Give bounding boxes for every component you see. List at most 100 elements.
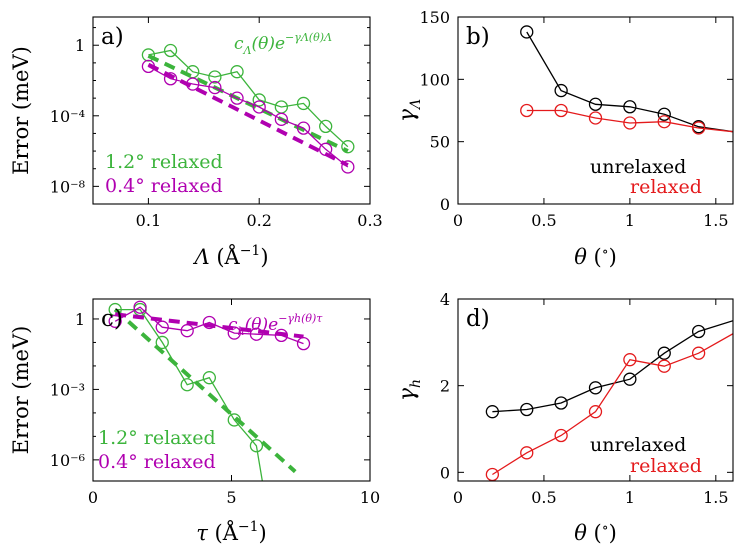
data-point: [249, 327, 264, 341]
data-point: [133, 300, 147, 314]
series-line: [492, 320, 733, 413]
data-point: [319, 119, 333, 134]
data-point: [588, 405, 603, 419]
series-line: [526, 31, 733, 133]
x-tick-label: 0: [453, 488, 463, 507]
fit-formula: ch(θ)e−γh(θ)τ: [228, 312, 323, 338]
data-point: [296, 96, 311, 111]
data-point: [252, 100, 266, 114]
x-tick-label: 0.1: [136, 211, 161, 230]
axes-frame: [92, 298, 371, 482]
fit-line: [147, 54, 349, 153]
x-tick-label: 0.3: [357, 211, 382, 230]
legend-entry-unrelaxed: unrelaxed: [590, 434, 686, 456]
series-1-2-relaxed: [141, 43, 355, 154]
data-point: [296, 121, 311, 135]
data-point: [227, 326, 241, 340]
y-tick-label: 10⁻³: [50, 380, 85, 399]
fit-line: [113, 308, 297, 474]
x-tick-label: 0.5: [531, 211, 556, 230]
y-tick-label: 1: [75, 36, 85, 55]
legend-entry-magenta: 0.4° relaxed: [105, 175, 223, 197]
data-point: [249, 439, 264, 453]
data-point: [180, 324, 194, 338]
x-axis-label: τ (Å−1): [196, 519, 267, 545]
x-axis-label: θ (∘): [574, 244, 617, 269]
data-point: [554, 103, 568, 118]
y-tick-label: 100: [419, 70, 450, 89]
x-tick-label: 5: [226, 488, 236, 507]
y-tick-label: 150: [419, 8, 450, 27]
data-point: [186, 77, 200, 91]
series-unrelaxed: [520, 25, 733, 134]
data-point: [180, 378, 194, 392]
data-point: [155, 320, 169, 334]
data-point: [691, 324, 706, 339]
series-0-4-relaxed: [141, 59, 355, 174]
data-point: [319, 142, 333, 156]
legend-entry-green: 1.2° relaxed: [98, 427, 216, 449]
data-point: [657, 346, 671, 360]
x-tick-label: 10: [360, 488, 380, 507]
fit-line: [114, 312, 304, 339]
axes-frame: [457, 298, 734, 482]
x-tick-label: 1: [625, 211, 635, 230]
data-point: [623, 372, 637, 386]
legend-entry-green: 1.2° relaxed: [105, 151, 223, 173]
y-axis-label: γΛ: [395, 99, 424, 122]
series-relaxed: [485, 333, 733, 481]
data-point: [520, 103, 534, 118]
y-tick-label: 10⁻⁴: [50, 107, 85, 126]
x-tick-label: 0.2: [246, 211, 271, 230]
data-point: [657, 115, 671, 129]
panel-label: c): [101, 306, 123, 332]
series-line: [114, 306, 304, 345]
panel-a: 0.1 0.2 0.3 1 10⁻⁴ 10⁻⁸ a) Λ (Å−1) Error (meV) cΛ…: [9, 16, 383, 269]
data-point: [274, 112, 289, 126]
y-tick-label: 10⁻⁸: [50, 177, 85, 196]
x-tick-label: 0: [88, 488, 98, 507]
data-point: [155, 335, 169, 350]
data-point: [202, 315, 216, 330]
y-tick-label: 4: [440, 290, 450, 309]
panel-b: 0 0.5 1 1.5 0 50 100 150 b) θ (∘) γΛ unrelaxedrelax…: [395, 8, 734, 269]
series-1-2-relaxed: [108, 302, 297, 501]
fit-line: [147, 62, 349, 167]
x-tick-label: 0: [453, 211, 463, 230]
y-axis-label: Error (meV): [9, 326, 33, 455]
y-tick-label: 0: [440, 463, 450, 482]
data-point: [691, 346, 706, 360]
data-point: [554, 428, 568, 443]
panel-label: b): [466, 24, 490, 50]
data-point: [163, 43, 178, 58]
series-relaxed: [520, 103, 733, 135]
data-point: [588, 97, 603, 111]
data-point: [554, 83, 568, 98]
data-point: [623, 116, 637, 130]
series-line: [148, 49, 349, 148]
data-point: [259, 489, 271, 501]
data-point: [252, 93, 266, 107]
legend-entry-unrelaxed: unrelaxed: [590, 156, 686, 178]
panel-c: 0 5 10 1 10⁻³ 10⁻⁶ c) τ (Å−1) Error (meV) ch(θ)e−…: [9, 298, 380, 545]
x-tick-label: 1.5: [703, 488, 728, 507]
y-tick-label: 10⁻⁶: [50, 451, 85, 470]
data-point: [657, 359, 671, 373]
data-point: [230, 65, 244, 79]
data-point: [588, 111, 603, 125]
y-tick-label: 2: [440, 377, 450, 396]
data-point: [657, 107, 671, 121]
y-axis-label: Error (meV): [9, 46, 33, 175]
y-axis-label: γh: [395, 379, 424, 401]
x-tick-label: 0.5: [531, 488, 556, 507]
data-point: [230, 91, 244, 105]
data-point: [296, 336, 311, 351]
series-0-4-relaxed: [108, 300, 311, 351]
data-point: [341, 140, 355, 154]
legend-entry-relaxed: relaxed: [630, 176, 702, 198]
data-point: [691, 121, 706, 135]
data-point: [485, 467, 500, 481]
series-unrelaxed: [485, 320, 733, 419]
